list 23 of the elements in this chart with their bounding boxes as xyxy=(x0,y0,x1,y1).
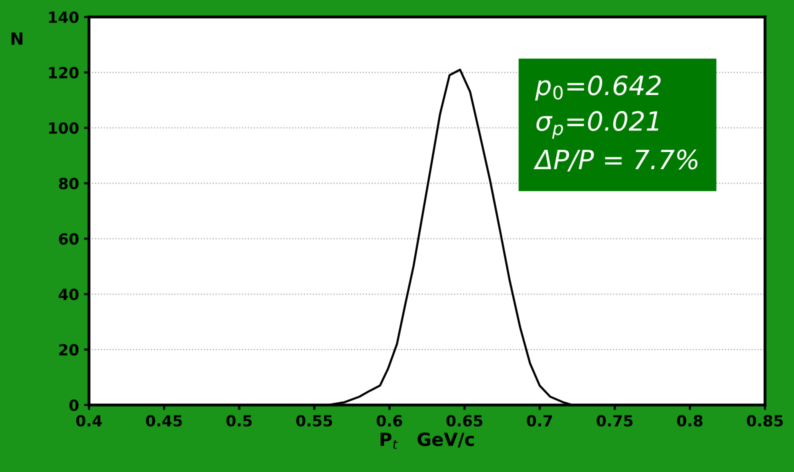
y-tick-label: 80 xyxy=(58,178,79,190)
x-tick-label: 0.85 xyxy=(746,414,783,427)
annotation: p$_{0}$=0.642 xyxy=(535,75,661,100)
y-tick-label: 0 xyxy=(69,399,79,412)
annotation: σ$_{p}$=0.021 xyxy=(536,111,658,139)
x-tick-label: 0.7 xyxy=(526,414,552,427)
y-tick-label: 40 xyxy=(58,288,79,300)
x-tick-label: 0.6 xyxy=(376,414,402,427)
x-tick-label: 0.55 xyxy=(296,414,332,427)
y-axis-title: N xyxy=(12,32,22,45)
x-tick-label: 0.5 xyxy=(226,414,252,427)
x-tick-label: 0.4 xyxy=(76,414,102,427)
text: P$_{t}$ GeV/c xyxy=(380,432,474,449)
x-tick-label: 0.8 xyxy=(677,414,702,427)
annotation: ΔP/P = 7.7% xyxy=(534,149,698,172)
y-tick-label: 140 xyxy=(49,11,79,24)
x-tick-label: 0.65 xyxy=(446,414,482,427)
y-tick-label: 60 xyxy=(58,233,79,245)
y-tick-label: 100 xyxy=(49,122,79,134)
x-tick-label: 0.75 xyxy=(596,414,633,427)
y-tick-label: 120 xyxy=(49,66,79,78)
y-tick-label: 20 xyxy=(59,344,79,356)
x-tick-label: 0.45 xyxy=(146,414,182,427)
